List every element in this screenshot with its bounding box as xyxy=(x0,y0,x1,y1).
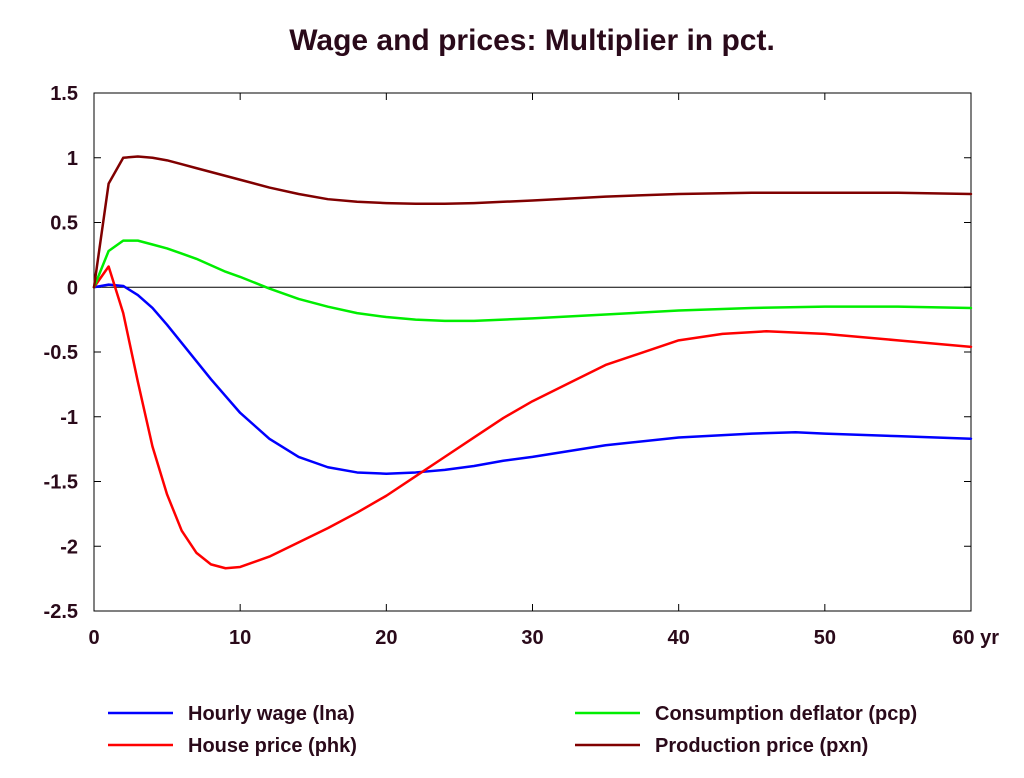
plot-frame xyxy=(93,92,972,612)
y-tick-label: 0.5 xyxy=(50,213,78,235)
legend-label: House price (phk) xyxy=(188,735,357,757)
y-tick-label: -2.5 xyxy=(44,601,78,623)
series-line-3 xyxy=(92,155,973,289)
x-axis: 0 10 20 30 40 50 60 yr xyxy=(88,93,999,649)
x-tick-label: 30 xyxy=(521,627,543,649)
x-tick-label: 50 xyxy=(814,627,836,649)
series-line-0 xyxy=(92,283,973,475)
legend: Hourly wage (lna) Consumption deflator (p… xyxy=(108,703,917,757)
y-tick-label: 0 xyxy=(67,277,78,299)
y-tick-label: -1.5 xyxy=(44,472,78,494)
legend-label: Consumption deflator (pcp) xyxy=(655,703,917,725)
x-tick-label: 40 xyxy=(668,627,690,649)
chart-title: Wage and prices: Multiplier in pct. xyxy=(289,24,775,57)
x-tick-label: 60 yr xyxy=(952,627,999,649)
y-axis: 1.5 1 0.5 0 -0.5 -1 -1.5 -2 -2.5 xyxy=(44,83,971,623)
x-tick-label: 0 xyxy=(88,627,99,649)
legend-label: Production price (pxn) xyxy=(655,735,868,757)
y-tick-label: -0.5 xyxy=(44,342,78,364)
y-tick-label: 1 xyxy=(67,148,78,170)
y-tick-label: 1.5 xyxy=(50,83,78,105)
x-tick-label: 10 xyxy=(229,627,251,649)
y-tick-label: -1 xyxy=(60,407,78,429)
x-tick-label: 20 xyxy=(375,627,397,649)
series-lines xyxy=(92,155,973,570)
series-line-2 xyxy=(92,239,973,323)
y-tick-label: -2 xyxy=(60,536,78,558)
legend-label: Hourly wage (lna) xyxy=(188,703,355,725)
series-line-1 xyxy=(92,265,973,570)
